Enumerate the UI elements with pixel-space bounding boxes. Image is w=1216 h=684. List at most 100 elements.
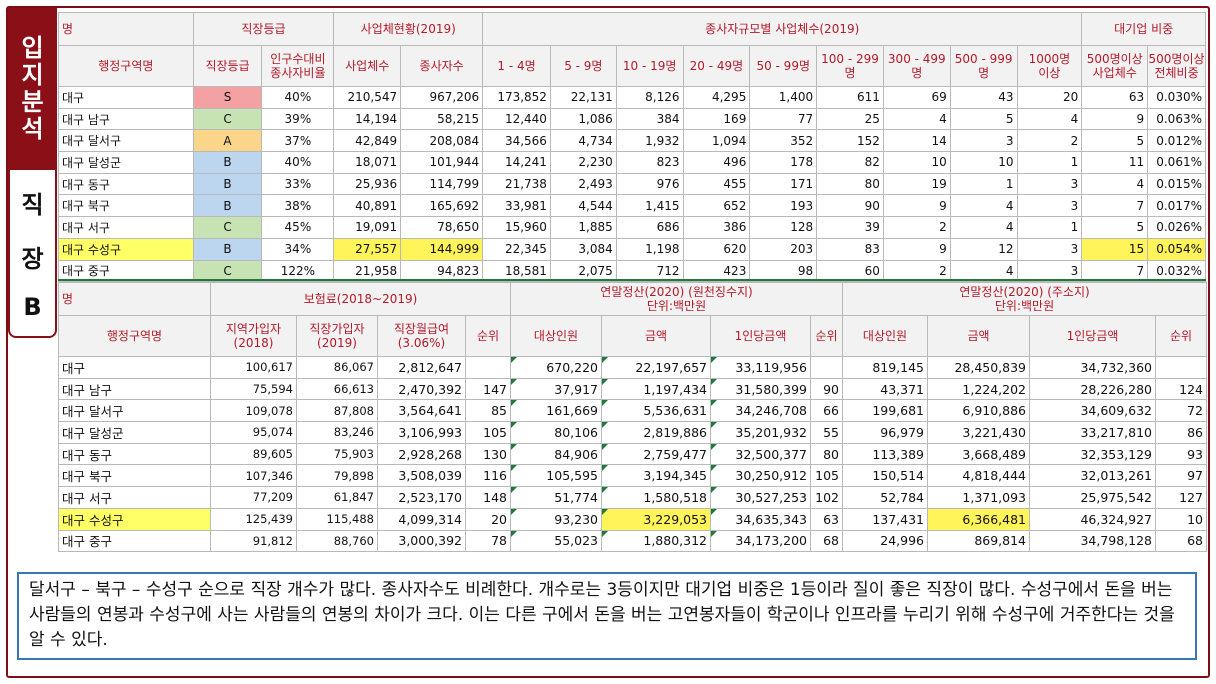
table-cell: 122% xyxy=(261,259,335,283)
table-row: 대구 중구 91,812 88,760 3,000,392 78 55,023 1,880,… xyxy=(58,529,1208,553)
table-cell: 1,415 xyxy=(615,194,684,218)
column-header: 직장가입자 (2019) xyxy=(296,315,378,357)
table-cell: 14,241 xyxy=(482,151,551,174)
table-cell: 55 xyxy=(809,421,844,444)
table-cell: 1,371,093 xyxy=(927,486,1031,509)
table-cell: 105,595 xyxy=(510,464,602,488)
table-cell: 178 xyxy=(749,151,818,174)
grade-badge: B xyxy=(192,172,263,196)
grade-badge: B xyxy=(192,237,263,261)
table-cell: 22,197,657 xyxy=(601,356,711,379)
table-cell: 384 xyxy=(615,107,684,131)
table-cell: 18,071 xyxy=(333,151,402,174)
table-cell: 78,650 xyxy=(400,216,484,239)
column-header: 순위 xyxy=(809,315,844,357)
table-cell: 78 xyxy=(465,529,511,553)
column-header: 금액 xyxy=(927,315,1031,357)
table-cell: 94,823 xyxy=(400,259,484,283)
side-char: 직 xyxy=(21,191,44,220)
table-cell: 20 xyxy=(465,507,511,531)
table-cell: 5 xyxy=(949,107,1018,131)
column-header: 500 - 999명 xyxy=(949,45,1018,87)
region-name: 대구 남구 xyxy=(58,107,194,131)
table-cell: 967,206 xyxy=(400,86,484,109)
table-cell: 0.054% xyxy=(1147,237,1206,261)
table-cell: 58,215 xyxy=(400,107,484,131)
table-cell: 34% xyxy=(261,237,335,261)
table-cell: 2 xyxy=(1016,129,1083,153)
table-cell: 4,295 xyxy=(682,86,751,109)
table-cell: 40% xyxy=(261,151,335,174)
table-cell: 107,346 xyxy=(210,464,297,488)
table-cell: 43,371 xyxy=(842,377,929,401)
table-cell: 15 xyxy=(1081,237,1149,261)
table-row: 대구 남구 C 39% 14,194 58,215 12,440 1,086 384 169 77… xyxy=(58,107,1206,131)
table-cell: 115,488 xyxy=(296,507,378,531)
table-row: 대구 서구 C 45% 19,091 78,650 15,960 1,885 686 386 12… xyxy=(58,216,1206,239)
table-cell: 3 xyxy=(1016,237,1083,261)
table-cell: 148 xyxy=(465,486,511,509)
table-cell: 61,847 xyxy=(296,486,378,509)
column-header: 대상인원 xyxy=(510,315,602,357)
table-cell: 105 xyxy=(809,464,844,488)
table-cell: 0.017% xyxy=(1147,194,1206,218)
table-cell: 8,126 xyxy=(615,86,684,109)
table-cell: 1,932 xyxy=(615,129,684,153)
table-cell: 12 xyxy=(949,237,1018,261)
table-cell: 21,958 xyxy=(333,259,402,283)
table-cell: 686 xyxy=(615,216,684,239)
region-name: 대구 서구 xyxy=(58,216,194,239)
grade-badge: A xyxy=(192,129,263,153)
table-cell: 3,564,641 xyxy=(377,399,466,423)
table-cell: 3 xyxy=(1016,194,1083,218)
table-cell: 1 xyxy=(1016,151,1083,174)
table-cell: 670,220 xyxy=(510,356,602,379)
column-header: 금액 xyxy=(601,315,711,357)
table-cell: 150,514 xyxy=(842,464,929,488)
table-cell: 9 xyxy=(882,237,951,261)
column-header-row: 행정구역명 지역가입자 (2018) 직장가입자 (2019) 직장월급여 (3.06… xyxy=(58,315,1208,357)
table-cell: 90 xyxy=(816,194,884,218)
region-name: 대구 중구 xyxy=(58,529,211,553)
side-title-top: 입 지 분 석 xyxy=(8,8,57,170)
table-cell: 52,784 xyxy=(842,486,929,509)
table-cell: 3,229,053 xyxy=(601,507,711,531)
region-name: 대구 달성군 xyxy=(58,421,211,444)
table-cell: 0.061% xyxy=(1147,151,1206,174)
table-cell: 3,221,430 xyxy=(927,421,1031,444)
table-cell: 352 xyxy=(749,129,818,153)
table-cell: 39 xyxy=(816,216,884,239)
table-cell: 75,594 xyxy=(210,377,297,401)
table-cell: 128 xyxy=(749,216,818,239)
side-char: 석 xyxy=(21,115,44,143)
table-cell xyxy=(1155,356,1208,379)
table-cell: 68 xyxy=(1155,529,1208,553)
table-row: 대구 서구 77,209 61,847 2,523,170 148 51,774 1,580… xyxy=(58,486,1208,509)
column-header: 행정구역명 xyxy=(58,45,194,87)
table-cell xyxy=(809,356,844,379)
table-cell: 4 xyxy=(949,216,1018,239)
table-cell: 3,194,345 xyxy=(601,464,711,488)
table-cell: 10 xyxy=(882,151,951,174)
table-cell: 101,944 xyxy=(400,151,484,174)
table-cell: 4,818,444 xyxy=(927,464,1031,488)
table-row: 대구 달서구 109,078 87,808 3,564,641 85 161,669 5,5… xyxy=(58,399,1208,423)
table-cell: 14 xyxy=(882,129,951,153)
table-cell: 38% xyxy=(261,194,335,218)
table-cell: 3,084 xyxy=(549,237,617,261)
summary-note: 달서구 – 북구 – 수성구 순으로 직장 개수가 많다. 종사자수도 비례한다… xyxy=(17,572,1197,660)
table-cell: 32,500,377 xyxy=(710,442,811,466)
table-cell: 30,250,912 xyxy=(710,464,811,488)
column-header: 1인당금액 xyxy=(710,315,811,357)
table-cell: 3 xyxy=(949,129,1018,153)
table-cell: 69 xyxy=(882,86,951,109)
column-header: 1 - 4명 xyxy=(482,45,551,87)
region-name: 대구 수성구 xyxy=(58,237,194,261)
region-name: 대구 동구 xyxy=(58,172,194,196)
table-cell: 4 xyxy=(1081,172,1149,196)
table-cell: 114,799 xyxy=(400,172,484,196)
grade-badge: B xyxy=(192,151,263,174)
table-cell: 18,581 xyxy=(482,259,551,283)
group-header-grade: 직장등급 xyxy=(192,12,335,46)
table-cell: 80 xyxy=(809,442,844,466)
